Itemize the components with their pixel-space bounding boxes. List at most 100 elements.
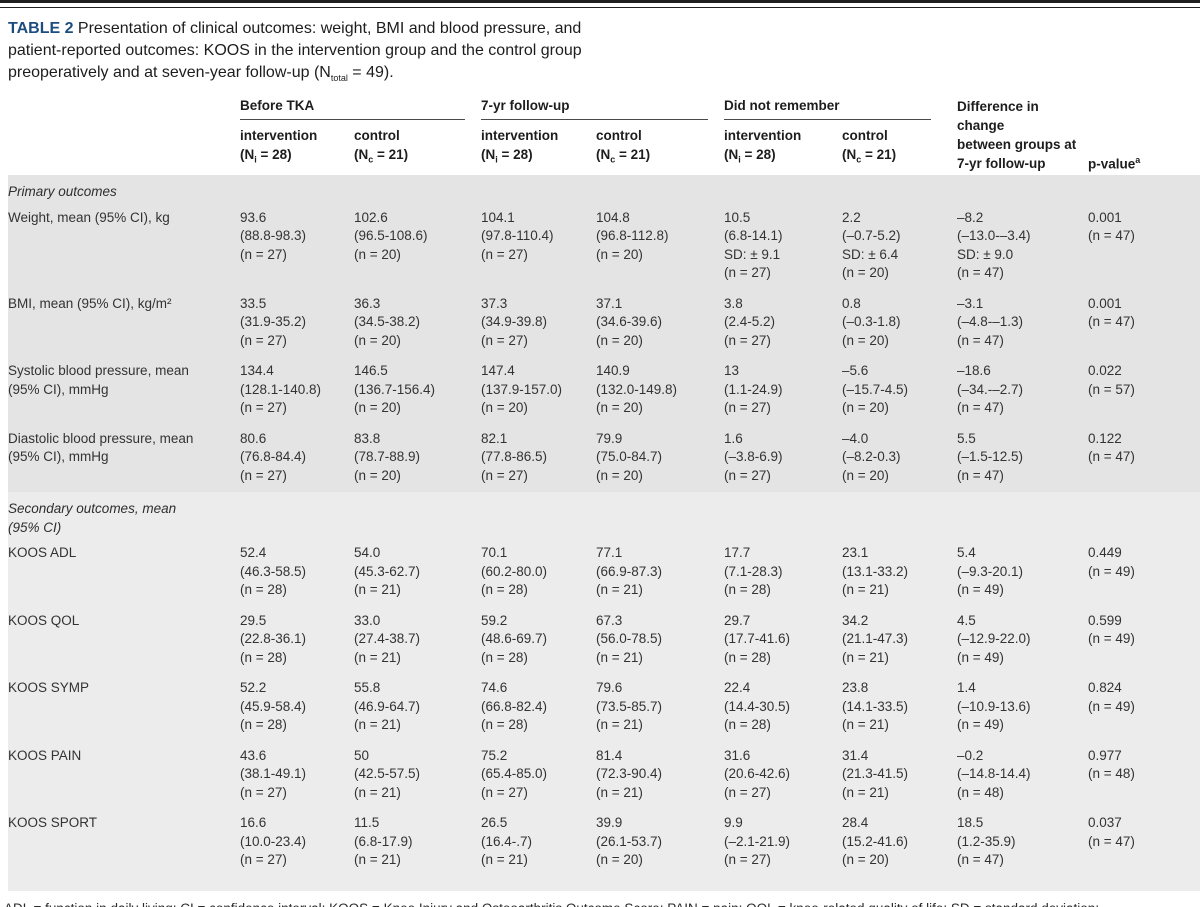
data-cell: 1.6 (–3.8-6.9) (n = 27) [724, 430, 783, 483]
row-label: KOOS SYMP [8, 680, 90, 696]
row-label: Secondary outcomes, mean (95% CI) [8, 501, 177, 535]
data-cell: 0.001 (n = 47) [1088, 295, 1135, 330]
subheader-before-control: control (Nc = 21) [354, 127, 409, 165]
subheader-7yr-intervention: intervention (Ni = 28) [481, 127, 559, 165]
data-cell: 37.3 (34.9-39.8) (n = 27) [481, 295, 548, 348]
group-header-did-not-remember: Did not remember [724, 97, 931, 120]
data-cell: 39.9 (26.1-53.7) (n = 20) [596, 815, 663, 868]
row-label: Primary outcomes [8, 184, 117, 200]
data-cell: 13 (1.1-24.9) (n = 27) [724, 363, 783, 416]
footnotes: ADL = function in daily living; CI = con… [4, 899, 1190, 907]
data-cell: 0.037 (n = 47) [1088, 815, 1135, 849]
data-cell: 146.5 (136.7-156.4) (n = 20) [354, 363, 436, 416]
table-row: BMI, mean (95% CI), kg/m² 33.5 (31.9-35.2)… [8, 289, 1200, 358]
data-cell: 17.7 (7.1-28.3) (n = 28) [724, 545, 783, 598]
data-cell: 31.6 (20.6-42.6) (n = 27) [724, 747, 791, 800]
data-cell: 82.1 (77.8-86.5) (n = 27) [481, 430, 548, 483]
subheader-dnr-intervention: intervention (Ni = 28) [724, 127, 802, 165]
data-cell: 75.2 (65.4-85.0) (n = 27) [481, 747, 548, 800]
caption-line-2: patient-reported outcomes: KOOS in the i… [8, 42, 582, 59]
data-cell: 50 (42.5-57.5) (n = 21) [354, 747, 421, 800]
data-cell: 102.6 (96.5-108.6) (n = 20) [354, 209, 428, 262]
data-cell: 52.2 (45.9-58.4) (n = 28) [240, 680, 307, 733]
data-cell: 5.5 (–1.5-12.5) (n = 47) [957, 430, 1024, 483]
data-cell: 16.6 (10.0-23.4) (n = 27) [240, 815, 307, 868]
data-cell: 54.0 (45.3-62.7) (n = 21) [354, 545, 421, 598]
data-cell: 18.5 (1.2-35.9) (n = 47) [957, 815, 1016, 868]
data-cell: 28.4 (15.2-41.6) (n = 20) [842, 815, 909, 868]
caption-line-3: preoperatively and at seven-year follow-… [8, 64, 394, 84]
data-cell: 23.8 (14.1-33.5) (n = 21) [842, 680, 909, 733]
subheader-7yr-control: control (Nc = 21) [596, 127, 651, 165]
section-header-row: Secondary outcomes, mean (95% CI) [8, 492, 1200, 540]
table-row: KOOS ADL 52.4 (46.3-58.5) (n = 28) 54.0 (45.3… [8, 539, 1200, 607]
data-cell: 33.0 (27.4-38.7) (n = 21) [354, 612, 421, 665]
table-row: Diastolic blood pressure, mean (95% CI), … [8, 424, 1200, 493]
row-label: KOOS QOL [8, 612, 80, 628]
data-cell: 0.122 (n = 47) [1088, 430, 1135, 465]
table-header: Before TKA 7-yr follow-up Did not rememb… [8, 97, 1200, 175]
table-row: Systolic blood pressure, mean (95% CI), m… [8, 357, 1200, 425]
data-cell: 0.599 (n = 49) [1088, 612, 1135, 647]
data-cell: 29.7 (17.7-41.6) (n = 28) [724, 612, 791, 665]
table-caption: TABLE 2 Presentation of clinical outcome… [8, 18, 1186, 89]
table-row: KOOS PAIN 43.6 (38.1-49.1) (n = 27) 50 (42.5-… [8, 741, 1200, 810]
row-label: BMI, mean (95% CI), kg/m² [8, 295, 172, 311]
data-cell: –0.2 (–14.8-14.4) (n = 48) [957, 747, 1031, 800]
caption-line-1: TABLE 2 Presentation of clinical outcome… [8, 20, 582, 37]
table-number-label: TABLE 2 [8, 20, 74, 37]
subheader-dnr-control: control (Nc = 21) [842, 127, 897, 165]
group-header-before-tka: Before TKA [240, 97, 465, 120]
data-cell: 104.8 (96.8-112.8) (n = 20) [596, 209, 669, 262]
top-rule [0, 0, 1200, 8]
subheader-before-intervention: intervention (Ni = 28) [240, 127, 318, 165]
data-cell: 67.3 (56.0-78.5) (n = 21) [596, 612, 663, 665]
data-cell: 79.9 (75.0-84.7) (n = 20) [596, 430, 663, 483]
data-cell: 26.5 (16.4-.7) (n = 21) [481, 815, 533, 868]
table-row: KOOS QOL 29.5 (22.8-36.1) (n = 28) 33.0 (27.4… [8, 606, 1200, 675]
group-header-7yr-followup: 7-yr follow-up [481, 97, 708, 120]
footnote-abbreviations-1: ADL = function in daily living; CI = con… [4, 899, 1190, 907]
data-cell: 3.8 (2.4-5.2) (n = 27) [724, 295, 776, 348]
row-label: Diastolic blood pressure, mean (95% CI), … [8, 430, 194, 465]
column-header-difference: Difference in change between groups at 7… [957, 99, 1077, 172]
data-cell: 4.5 (–12.9-22.0) (n = 49) [957, 612, 1031, 665]
data-cell: 33.5 (31.9-35.2) (n = 27) [240, 295, 307, 348]
row-label: Weight, mean (95% CI), kg [8, 209, 170, 225]
data-cell: 0.977 (n = 48) [1088, 747, 1135, 782]
data-cell: 93.6 (88.8-98.3) (n = 27) [240, 209, 307, 262]
data-cell: 134.4 (128.1-140.8) (n = 27) [240, 363, 322, 416]
data-cell: 43.6 (38.1-49.1) (n = 27) [240, 747, 307, 800]
table-body: Primary outcomes Weight, mean (95% CI), k… [0, 175, 1200, 891]
data-cell: –5.6 (–15.7-4.5) (n = 20) [842, 363, 909, 416]
data-cell: 10.5 (6.8-14.1) SD: ± 9.1 (n = 27) [724, 209, 783, 281]
row-label: KOOS SPORT [8, 815, 98, 831]
data-cell: 1.4 (–10.9-13.6) (n = 49) [957, 680, 1031, 733]
data-cell: 81.4 (72.3-90.4) (n = 21) [596, 747, 663, 800]
row-label: KOOS ADL [8, 545, 77, 561]
data-cell: –4.0 (–8.2-0.3) (n = 20) [842, 430, 901, 483]
data-cell: 0.022 (n = 57) [1088, 363, 1135, 397]
section-header-row: Primary outcomes [8, 175, 1200, 204]
data-cell: 2.2 (–0.7-5.2) SD: ± 6.4 (n = 20) [842, 209, 901, 281]
data-cell: 74.6 (66.8-82.4) (n = 28) [481, 680, 548, 733]
data-cell: 83.8 (78.7-88.9) (n = 20) [354, 430, 421, 483]
table-row: Weight, mean (95% CI), kg 93.6 (88.8-98.3)… [8, 203, 1200, 290]
data-cell: 70.1 (60.2-80.0) (n = 28) [481, 545, 548, 598]
row-label: Systolic blood pressure, mean (95% CI), m… [8, 363, 189, 397]
data-cell: 9.9 (–2.1-21.9) (n = 27) [724, 815, 791, 868]
data-cell: 0.001 (n = 47) [1088, 209, 1135, 244]
data-cell: 80.6 (76.8-84.4) (n = 27) [240, 430, 307, 483]
pvalue-footnote-marker: a [1135, 154, 1141, 165]
data-cell: 34.2 (21.1-47.3) (n = 21) [842, 612, 909, 665]
data-cell: 22.4 (14.4-30.5) (n = 28) [724, 680, 791, 733]
data-cell: 5.4 (–9.3-20.1) (n = 49) [957, 545, 1024, 598]
data-cell: 23.1 (13.1-33.2) (n = 21) [842, 545, 909, 598]
data-cell: 37.1 (34.6-39.6) (n = 20) [596, 295, 663, 348]
data-cell: 104.1 (97.8-110.4) (n = 27) [481, 209, 554, 262]
n-total-subscript: total [330, 73, 348, 84]
data-cell: 55.8 (46.9-64.7) (n = 21) [354, 680, 421, 733]
column-header-pvalue: p-valuea [1088, 154, 1141, 172]
data-cell: 147.4 (137.9-157.0) (n = 20) [481, 363, 563, 416]
